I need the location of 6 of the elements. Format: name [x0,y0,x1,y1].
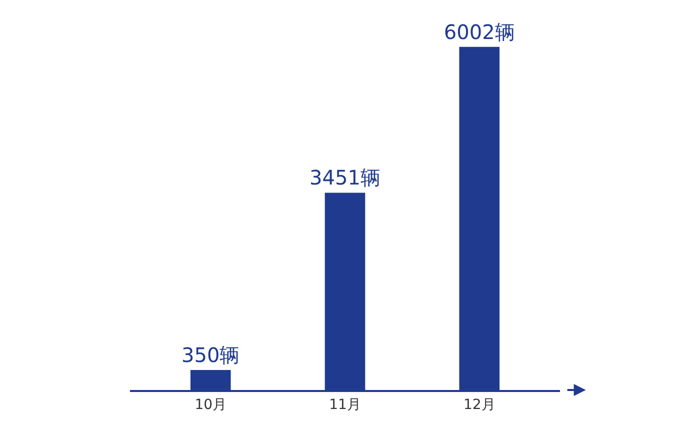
data-label: 3451辆 [310,166,380,190]
data-label: 6002辆 [444,20,515,44]
x-tick-label: 10月 [194,396,227,413]
x-tick-label: 12月 [463,396,496,413]
x-tick-label: 11月 [329,396,361,413]
data-label: 350辆 [182,342,240,367]
